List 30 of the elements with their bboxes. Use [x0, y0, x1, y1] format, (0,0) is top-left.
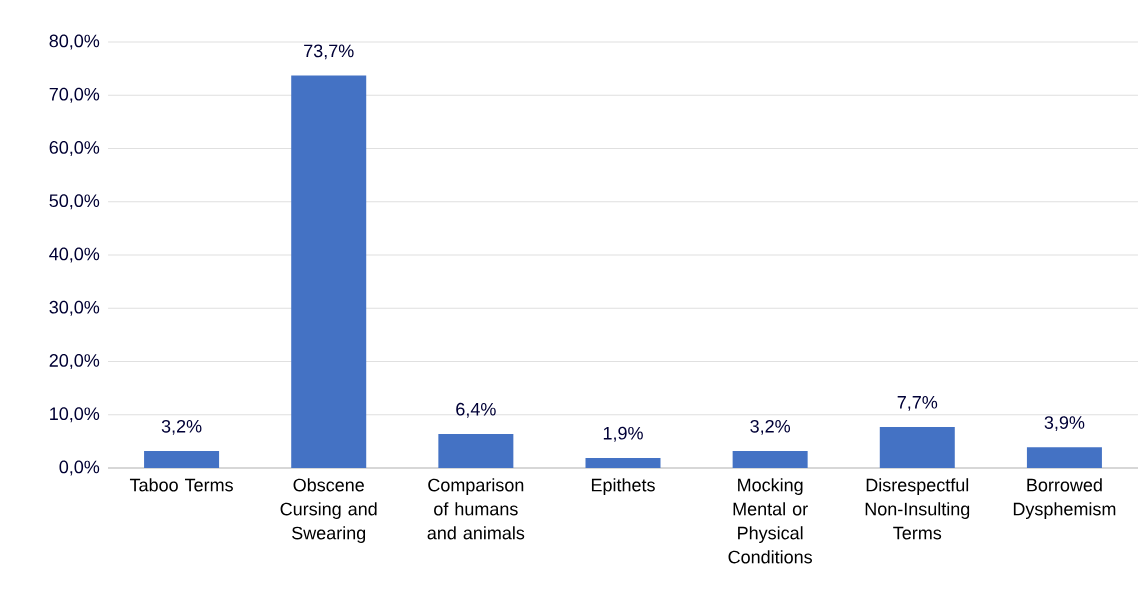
y-tick-label: 40,0% — [49, 247, 100, 263]
x-tick-label: Epithets — [591, 478, 655, 495]
data-label: 6,4% — [456, 402, 496, 418]
data-label: 1,9% — [603, 426, 643, 442]
x-tick-label: Taboo Terms — [129, 478, 233, 492]
y-tick-label: 10,0% — [50, 407, 100, 423]
data-label: 3,9% — [1044, 416, 1085, 432]
x-tick-label: Borrowed Dysphemism — [1013, 478, 1116, 519]
data-label: 3,2% — [161, 419, 202, 435]
y-tick-label: 0,0% — [59, 460, 100, 476]
bar — [732, 450, 808, 468]
bar — [585, 457, 661, 468]
bar — [291, 75, 367, 468]
y-tick-label: 60,0% — [49, 141, 100, 156]
y-tick-label: 30,0% — [49, 300, 100, 316]
data-label: 73,7% — [304, 44, 354, 60]
bar — [438, 433, 514, 468]
x-tick-label: Mocking Mental or Physical Conditions — [728, 478, 812, 564]
y-tick-label: 80,0% — [49, 34, 100, 50]
bar — [1026, 447, 1102, 468]
x-tick-label: Obscene Cursing and Swearing — [280, 478, 377, 543]
data-label: 3,2% — [750, 419, 791, 435]
y-tick-label: 70,0% — [49, 87, 100, 103]
y-tick-label: 50,0% — [49, 194, 100, 210]
y-tick-label: 20,0% — [49, 354, 100, 369]
data-label: 7,7% — [897, 396, 938, 411]
x-tick-label: Disrespectful Non-Insulting Terms — [865, 478, 970, 540]
x-tick-label: Comparison of humans and animals — [427, 478, 525, 540]
bar — [144, 450, 220, 468]
bar — [879, 427, 955, 468]
